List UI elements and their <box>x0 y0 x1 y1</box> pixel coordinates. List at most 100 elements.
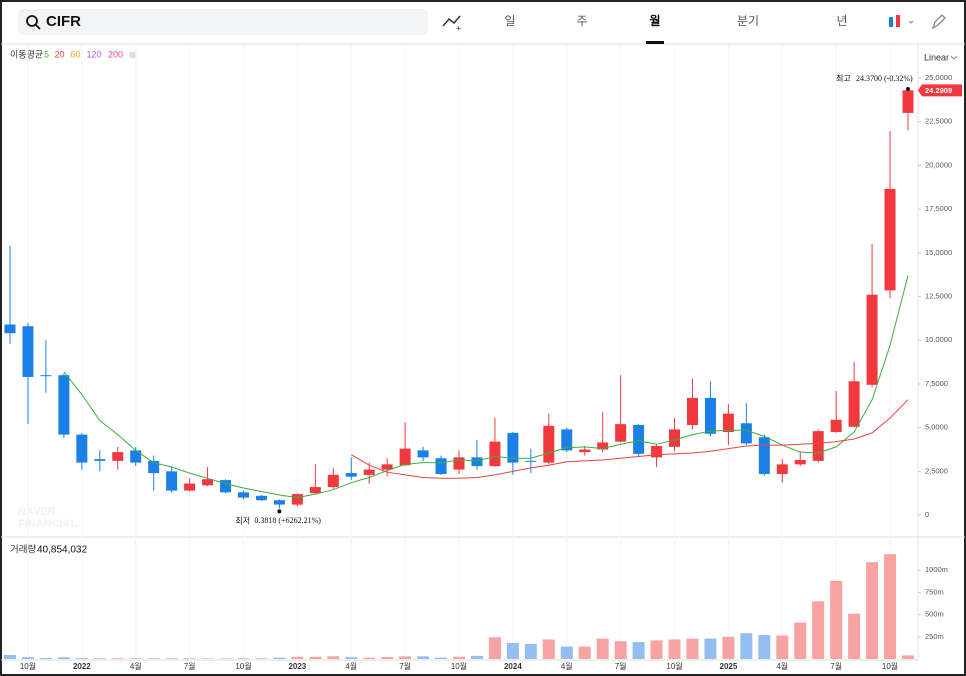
volume-bar <box>39 657 52 659</box>
candle-body <box>220 480 232 493</box>
candle-body <box>399 448 411 466</box>
candle-body <box>40 375 52 377</box>
volume-bar <box>758 635 771 659</box>
candle-icon[interactable] <box>889 15 914 27</box>
x-tick-label: 4월 <box>561 661 573 671</box>
volume-bar <box>327 656 340 659</box>
volume-tick-label: 250m <box>925 632 944 641</box>
x-tick-label: 10월 <box>666 661 682 671</box>
icon-part <box>908 20 914 24</box>
indicator-icon[interactable] <box>442 15 461 27</box>
candle-body <box>202 479 214 486</box>
legend-item: 200 <box>108 49 123 59</box>
candle-body <box>58 375 70 435</box>
x-tick-label: 2024 <box>504 662 522 671</box>
candle-body <box>184 483 196 491</box>
candle-body <box>884 188 896 291</box>
volume-bar <box>704 638 717 659</box>
volume-bar <box>578 646 591 659</box>
volume-bar <box>884 554 897 659</box>
candle-body <box>848 381 860 427</box>
candle-body <box>148 460 160 474</box>
candle-body <box>273 500 285 505</box>
x-tick-label: 4월 <box>130 661 142 671</box>
watermark: NAVER <box>18 506 56 518</box>
candle-body <box>435 458 447 474</box>
price-tag <box>918 84 962 97</box>
volume-bar <box>650 640 663 659</box>
candle-body <box>704 397 716 434</box>
candle-body <box>615 424 627 442</box>
candle-body <box>4 324 16 334</box>
candle-body <box>866 294 878 385</box>
candle-body <box>686 397 698 426</box>
y-tick-label: 7,5000 <box>925 379 948 388</box>
candle-body <box>94 459 106 461</box>
volume-bar <box>453 656 465 659</box>
x-tick-label: 2025 <box>720 662 738 671</box>
watermark: FINANCIAL <box>18 518 78 530</box>
tab-underline <box>646 41 664 44</box>
search-icon <box>35 24 41 30</box>
volume-bar <box>381 657 394 659</box>
volume-bar <box>237 658 250 659</box>
candle-body <box>22 326 34 377</box>
y-tick-label: 12,5000 <box>925 291 952 300</box>
candle-body <box>166 471 178 491</box>
candle-body <box>812 431 824 461</box>
low-annotation: 0.3818 (+6262.21%) <box>254 516 321 525</box>
volume-bar <box>219 658 232 659</box>
legend-item: 120 <box>87 49 102 59</box>
y-tick-label: 2,5000 <box>925 466 948 475</box>
volume-bar <box>866 562 879 659</box>
candle-body <box>381 464 393 470</box>
tab[interactable]: 주 <box>576 14 587 28</box>
volume-bar <box>740 633 753 659</box>
y-tick-label: 5,0000 <box>925 423 948 432</box>
tab[interactable]: 월 <box>649 13 660 28</box>
candle-body <box>112 452 124 461</box>
scale-toggle[interactable]: Linear <box>924 52 949 62</box>
volume-bar <box>273 657 286 659</box>
search-text: CIFR <box>46 13 81 30</box>
tab[interactable]: 일 <box>504 14 515 28</box>
volume-title: 거래량 <box>10 544 36 556</box>
y-tick-label: 25,0000 <box>925 73 952 82</box>
volume-bar <box>129 658 142 659</box>
candle-body <box>794 459 806 465</box>
volume-bar <box>830 580 843 659</box>
candle-body <box>669 429 681 447</box>
volume-bar <box>111 658 124 659</box>
high-annotation: 24.3700 (-0.32%) <box>856 74 913 83</box>
volume-bar <box>255 658 268 659</box>
tab[interactable]: 년 <box>836 14 847 28</box>
legend-item: 60 <box>71 49 81 59</box>
volume-bar <box>183 658 196 659</box>
volume-bar <box>147 658 160 659</box>
volume-bar <box>848 613 861 659</box>
x-tick-label: 10월 <box>235 661 251 671</box>
x-tick-label: 10월 <box>451 661 467 671</box>
candle-body <box>740 423 752 444</box>
icon-part <box>896 15 900 27</box>
candle-body <box>471 457 483 467</box>
x-tick-label: 2023 <box>288 662 306 671</box>
volume-bar <box>722 636 735 659</box>
candle-body <box>345 473 357 477</box>
volume-tick-label: 500m <box>925 610 944 619</box>
legend-toggle <box>129 51 136 59</box>
candle-body <box>525 460 537 462</box>
candle-body <box>417 450 429 458</box>
candle-body <box>722 413 734 433</box>
high-marker <box>906 86 910 91</box>
volume-bar <box>57 657 70 659</box>
search-box[interactable] <box>18 9 428 35</box>
draw-icon[interactable] <box>931 14 946 30</box>
volume-last: 40,854,032 <box>37 545 87 556</box>
tab[interactable]: 분기 <box>737 14 759 28</box>
volume-bar <box>309 656 322 659</box>
y-tick-label: 20,0000 <box>925 160 952 169</box>
legend-item: 5 <box>44 49 49 59</box>
low-annotation: 최저 <box>235 516 250 526</box>
